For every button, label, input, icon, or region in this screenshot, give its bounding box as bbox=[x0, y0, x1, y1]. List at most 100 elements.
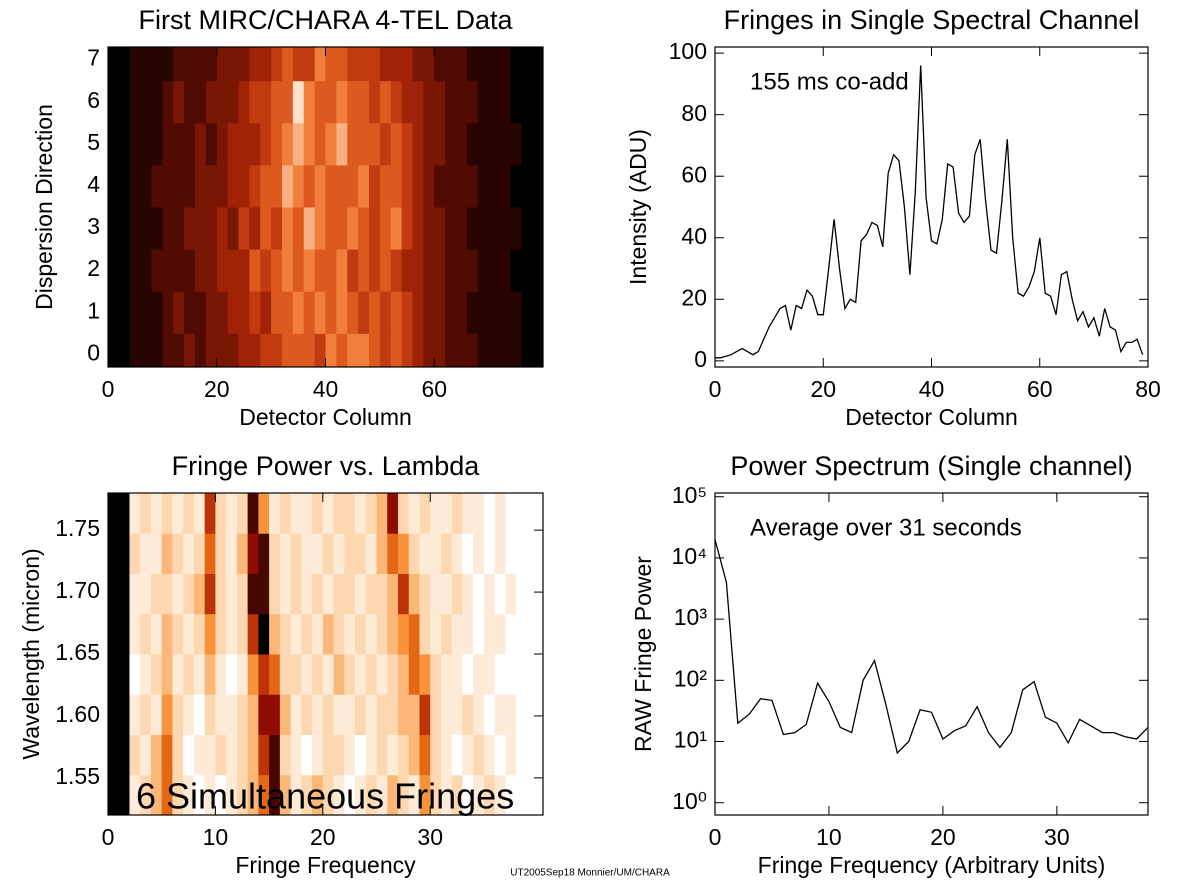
heatmap-cell bbox=[376, 613, 388, 655]
heatmap-cell bbox=[314, 333, 326, 367]
heatmap-cell bbox=[205, 47, 218, 82]
heatmap-cell bbox=[312, 613, 324, 655]
heatmap-cell bbox=[526, 533, 543, 574]
x-axis-label: Fringe Frequency (Arbitrary Units) bbox=[758, 852, 1106, 878]
heatmap-cell bbox=[336, 291, 348, 334]
heatmap-cell bbox=[290, 694, 302, 735]
heatmap-cell bbox=[488, 164, 500, 208]
panel: 0 20 40 60 0 1 2 3 4 5 6 7 First MIRC/CHARA 4-TEL Da… bbox=[31, 5, 544, 430]
footer: UT2005Sep18 Monnier/UM/CHARA bbox=[510, 868, 670, 879]
heatmap-cell bbox=[249, 80, 261, 124]
heatmap-cell bbox=[238, 207, 250, 250]
heatmap-cell bbox=[118, 249, 131, 292]
y-axis-label: RAW Fringe Power bbox=[630, 556, 656, 752]
heatmap-cell bbox=[226, 694, 238, 735]
x-tick-label: 60 bbox=[1027, 376, 1053, 402]
heatmap-cell bbox=[419, 774, 431, 815]
heatmap-cell bbox=[161, 493, 173, 534]
heatmap-cell bbox=[150, 654, 163, 695]
heatmap-cell bbox=[314, 207, 326, 250]
heatmap-cell bbox=[344, 613, 356, 655]
heatmap-cell bbox=[445, 207, 457, 250]
heatmap-cell bbox=[258, 493, 270, 534]
heatmap-cell bbox=[347, 164, 359, 208]
heatmap-cell bbox=[226, 654, 238, 695]
heatmap-cell bbox=[477, 249, 490, 292]
heatmap-cell bbox=[423, 249, 435, 292]
heatmap-cell bbox=[118, 734, 130, 776]
heatmap-cell bbox=[376, 573, 388, 615]
heatmap-cell bbox=[279, 734, 292, 776]
heatmap-cell bbox=[430, 654, 442, 695]
y-tick-label: 4 bbox=[87, 171, 100, 197]
heatmap-cell bbox=[419, 493, 431, 534]
heatmap-cell bbox=[325, 207, 337, 250]
heatmap-cell bbox=[376, 734, 388, 776]
heatmap-cell bbox=[290, 654, 302, 695]
y-tick-label: 1.60 bbox=[55, 701, 100, 727]
heatmap-cell bbox=[301, 694, 313, 735]
heatmap-cell bbox=[336, 333, 348, 367]
heatmap-cell bbox=[247, 734, 259, 776]
heatmap-cell bbox=[333, 573, 345, 615]
y-tick-label: 100 bbox=[669, 38, 707, 64]
y-axis-label: Dispersion Direction bbox=[31, 104, 57, 310]
heatmap-cell bbox=[325, 291, 337, 334]
heatmap-cell bbox=[369, 333, 381, 367]
heatmap-cell bbox=[118, 80, 131, 124]
heatmap-cell bbox=[290, 493, 302, 534]
heatmap-cell bbox=[483, 533, 496, 574]
heatmap-cell bbox=[314, 122, 326, 166]
heatmap-cell bbox=[423, 122, 435, 166]
heatmap-cell bbox=[325, 122, 337, 166]
heatmap-cell bbox=[322, 774, 335, 815]
heatmap-cell bbox=[387, 734, 399, 776]
heatmap-cell bbox=[183, 694, 195, 735]
heatmap-cell bbox=[269, 774, 281, 815]
heatmap-cell bbox=[451, 613, 463, 655]
heatmap-cell bbox=[419, 654, 431, 695]
heatmap-cell bbox=[510, 291, 522, 334]
heatmap-cell bbox=[445, 249, 457, 292]
heatmap-cell bbox=[505, 734, 517, 776]
heatmap-cell bbox=[505, 573, 517, 615]
heatmap-cell bbox=[333, 493, 345, 534]
heatmap-cell bbox=[379, 122, 392, 166]
heatmap-cell bbox=[216, 333, 229, 367]
heatmap-cell bbox=[129, 122, 142, 166]
x-tick-label: 0 bbox=[102, 376, 115, 402]
y-tick-label: 60 bbox=[681, 161, 707, 187]
heatmap-cell bbox=[282, 249, 294, 292]
heatmap-cell bbox=[312, 533, 324, 574]
heatmap-cell bbox=[172, 734, 184, 776]
heatmap-cell bbox=[204, 533, 216, 574]
heatmap-cell bbox=[151, 249, 163, 292]
heatmap-cell bbox=[195, 80, 207, 124]
heatmap-cell bbox=[325, 164, 337, 208]
heatmap-cell bbox=[473, 493, 485, 534]
heatmap-cell bbox=[195, 47, 207, 82]
heatmap-cell bbox=[271, 207, 283, 250]
heatmap-cell bbox=[227, 249, 239, 292]
heatmap-cell bbox=[473, 533, 485, 574]
heatmap-cell bbox=[279, 613, 292, 655]
heatmap-cell bbox=[322, 533, 335, 574]
heatmap-cell bbox=[183, 613, 195, 655]
heatmap-cell bbox=[215, 613, 227, 655]
heatmap-cell bbox=[355, 734, 367, 776]
heatmap-cell bbox=[462, 654, 474, 695]
heatmap-cell bbox=[129, 249, 142, 292]
heatmap-cell bbox=[488, 333, 500, 367]
heatmap-cell bbox=[195, 207, 207, 250]
heatmap-cell bbox=[499, 291, 511, 334]
heatmap-cell bbox=[333, 774, 345, 815]
heatmap-cell bbox=[398, 533, 410, 574]
heatmap-cell bbox=[161, 734, 173, 776]
heatmap-cell bbox=[488, 122, 500, 166]
heatmap-cell bbox=[227, 122, 239, 166]
x-tick-label: 0 bbox=[709, 824, 722, 850]
heatmap-cell bbox=[118, 164, 131, 208]
heatmap-cell bbox=[445, 122, 457, 166]
heatmap-cell bbox=[118, 291, 131, 334]
heatmap-cell bbox=[140, 249, 152, 292]
